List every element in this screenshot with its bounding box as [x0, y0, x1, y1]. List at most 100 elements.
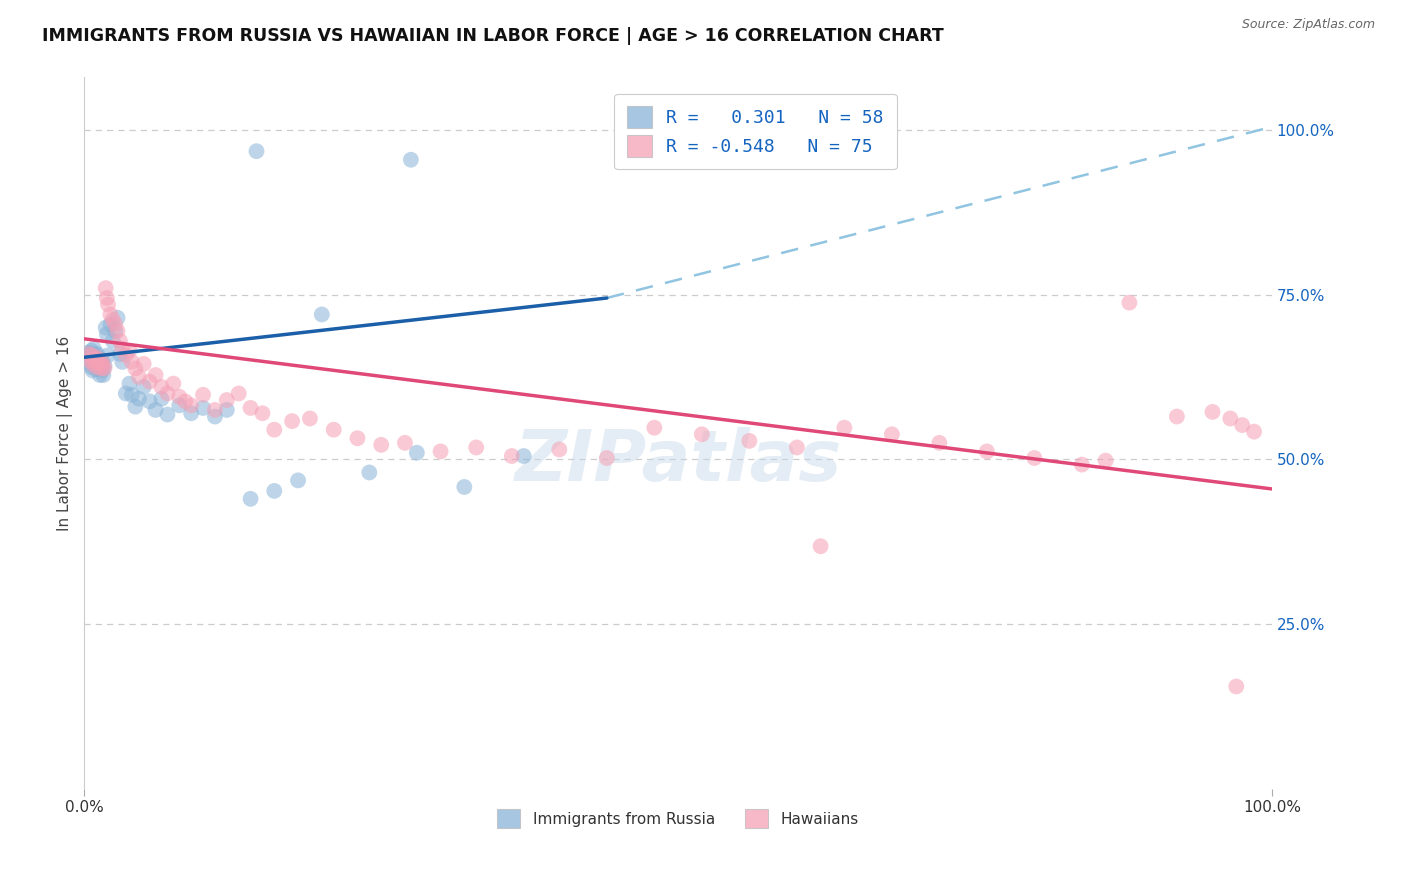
Point [128, 392, 150, 406]
Point [93, 359, 115, 373]
Text: ZIPatlas: ZIPatlas [515, 427, 842, 496]
Point [132, 380, 155, 394]
Point [1118, 295, 1140, 310]
Point [89, 368, 111, 382]
Point [83, 342, 105, 356]
Point [180, 406, 202, 420]
Point [976, 444, 998, 458]
Point [150, 380, 173, 394]
Point [118, 376, 141, 391]
Point [252, 406, 274, 420]
Point [512, 449, 534, 463]
Point [738, 434, 761, 448]
Point [104, 318, 127, 332]
Point [370, 438, 392, 452]
Point [124, 400, 146, 414]
Point [90, 360, 112, 375]
Point [115, 386, 138, 401]
Point [118, 343, 141, 358]
Legend: Immigrants from Russia, Hawaiians: Immigrants from Russia, Hawaiians [491, 804, 865, 834]
Point [596, 450, 619, 465]
Point [101, 334, 124, 348]
Point [174, 394, 197, 409]
Point [86, 355, 108, 369]
Point [94, 320, 117, 334]
Point [80, 343, 103, 358]
Point [115, 348, 138, 362]
Point [87, 361, 110, 376]
Point [810, 539, 832, 553]
Point [77, 347, 100, 361]
Point [90, 361, 112, 376]
Point [429, 444, 451, 458]
Point [215, 403, 238, 417]
Point [1232, 418, 1254, 433]
Point [228, 386, 250, 401]
Point [84, 362, 107, 376]
Point [80, 360, 103, 375]
Point [89, 352, 111, 367]
Point [79, 357, 101, 371]
Point [101, 312, 124, 326]
Point [281, 414, 304, 428]
Point [156, 408, 179, 422]
Point [84, 360, 107, 375]
Point [169, 398, 191, 412]
Point [132, 357, 155, 371]
Y-axis label: In Labor Force | Age > 16: In Labor Force | Age > 16 [58, 335, 73, 531]
Point [453, 480, 475, 494]
Point [77, 345, 100, 359]
Point [1243, 425, 1265, 439]
Point [107, 310, 129, 325]
Point [83, 355, 105, 369]
Point [83, 352, 105, 367]
Point [145, 368, 167, 382]
Point [359, 466, 381, 480]
Point [287, 474, 309, 488]
Point [89, 357, 111, 371]
Point [87, 357, 110, 371]
Point [1166, 409, 1188, 424]
Point [111, 342, 134, 356]
Point [204, 403, 226, 417]
Point [501, 449, 523, 463]
Point [1070, 458, 1092, 472]
Point [191, 388, 214, 402]
Point [346, 431, 368, 445]
Point [394, 435, 416, 450]
Point [643, 421, 665, 435]
Point [928, 435, 950, 450]
Point [204, 409, 226, 424]
Point [104, 324, 127, 338]
Point [162, 376, 184, 391]
Point [79, 348, 101, 362]
Point [1024, 450, 1046, 465]
Point [145, 403, 167, 417]
Point [150, 392, 173, 406]
Point [94, 281, 117, 295]
Point [311, 308, 333, 322]
Point [108, 347, 131, 361]
Point [86, 347, 108, 361]
Point [91, 355, 114, 369]
Point [93, 361, 115, 376]
Point [121, 355, 143, 369]
Point [100, 308, 122, 322]
Point [405, 446, 427, 460]
Point [399, 153, 422, 167]
Point [111, 355, 134, 369]
Point [96, 291, 118, 305]
Point [128, 370, 150, 384]
Point [1219, 411, 1241, 425]
Point [834, 421, 856, 435]
Point [156, 386, 179, 401]
Point [100, 318, 122, 332]
Point [87, 352, 110, 367]
Point [245, 144, 267, 158]
Point [91, 359, 114, 373]
Point [138, 394, 160, 409]
Point [97, 348, 120, 362]
Point [86, 355, 108, 369]
Point [82, 357, 104, 371]
Point [263, 483, 285, 498]
